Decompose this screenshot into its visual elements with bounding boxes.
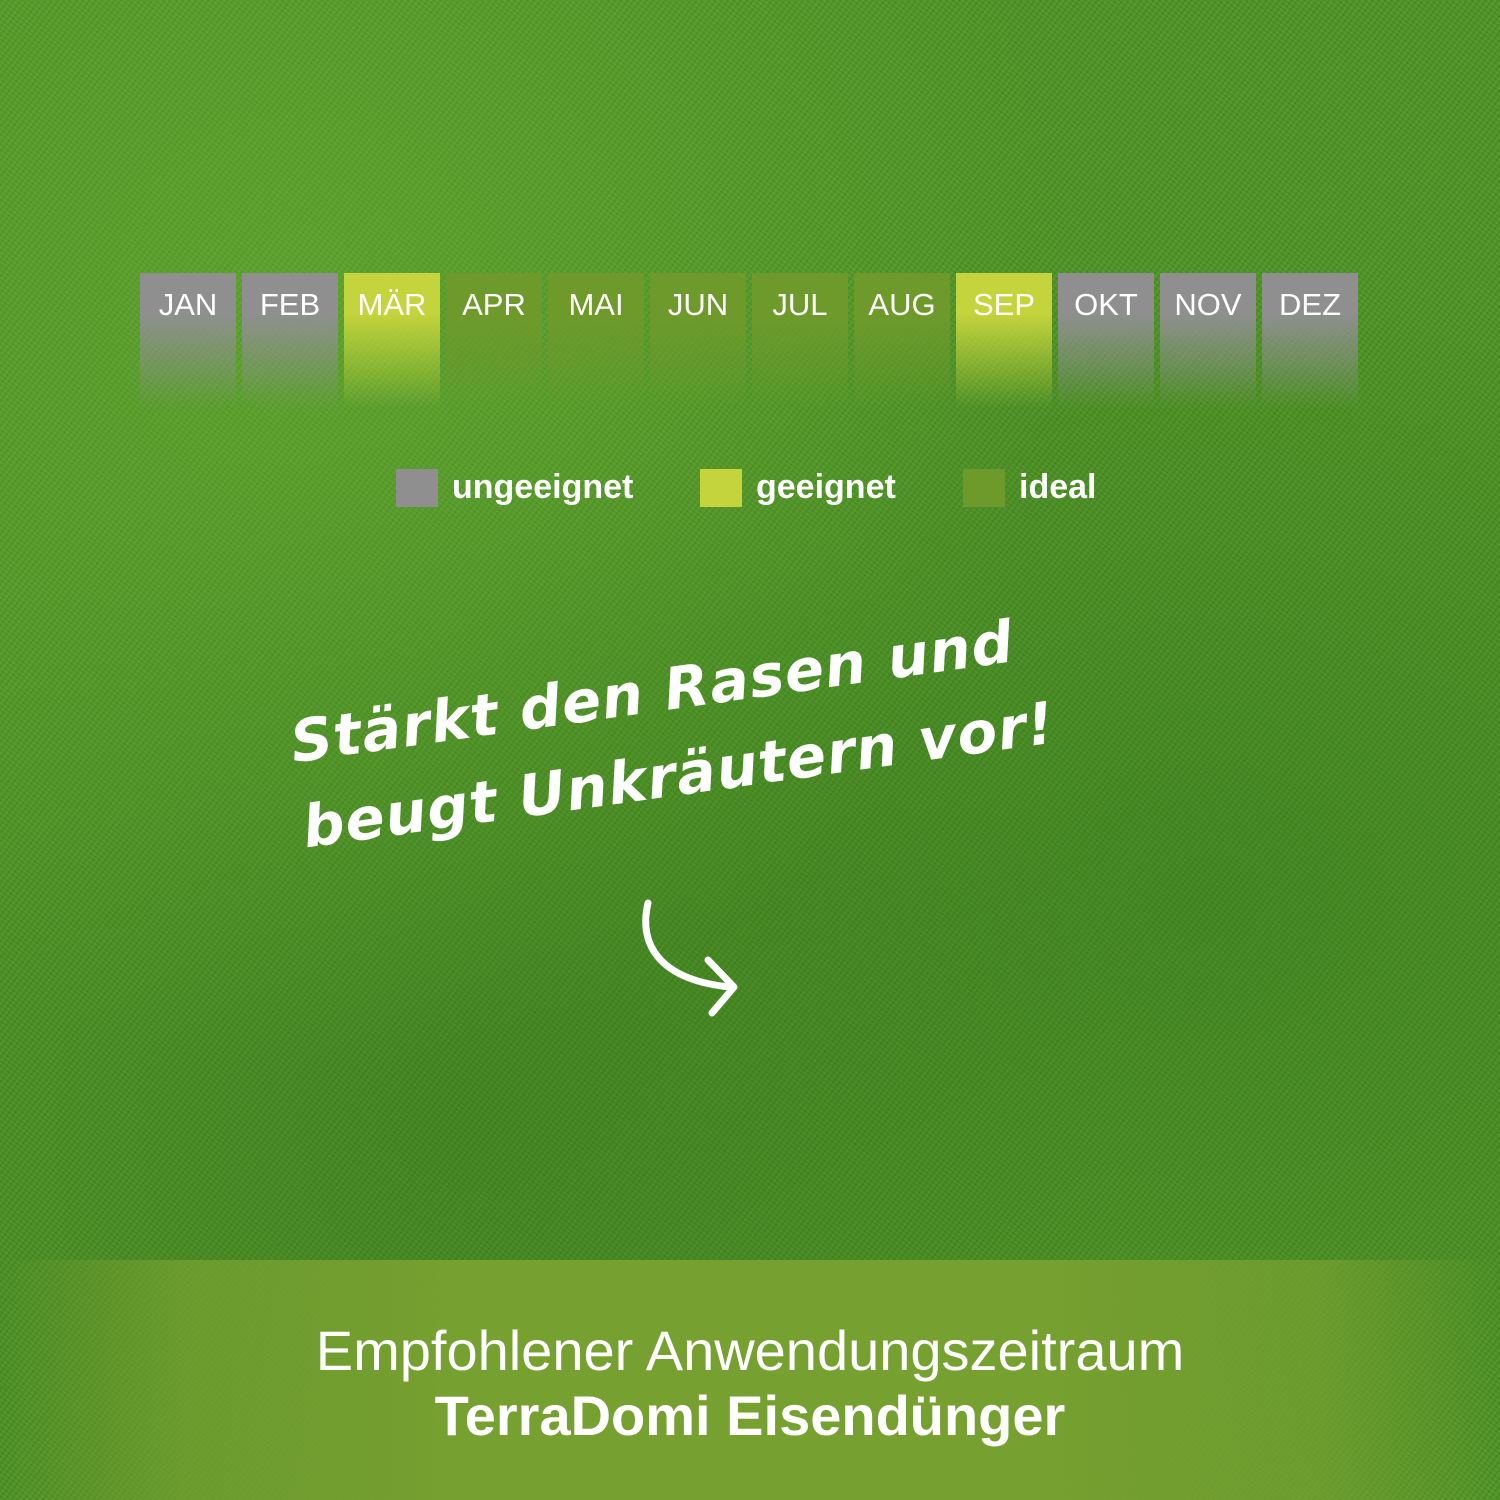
month-label: JAN: [158, 287, 218, 322]
month-fill: [1058, 273, 1154, 408]
legend-swatch-geeignet: [700, 468, 742, 507]
month-label: DEZ: [1279, 287, 1341, 322]
month-label: JUN: [667, 287, 729, 322]
month-ideal: AUG: [854, 273, 950, 408]
month-fill: [140, 273, 236, 408]
month-label: NOV: [1174, 287, 1242, 322]
month-ideal: JUN: [650, 273, 746, 408]
month-ungeeignet: NOV: [1160, 273, 1256, 408]
month-ideal: APR: [446, 273, 542, 408]
legend-swatch-ideal: [963, 468, 1005, 507]
legend-item-ideal: ideal: [963, 468, 1096, 507]
month-fill: [344, 273, 440, 408]
legend-label: geeignet: [756, 468, 896, 506]
legend-item-geeignet: geeignet: [700, 468, 896, 507]
month-ungeeignet: FEB: [242, 273, 338, 408]
legend-swatch-ungeeignet: [396, 468, 438, 507]
month-geeignet: MÄR: [344, 273, 440, 408]
footer-title: Empfohlener Anwendungszeitraum: [315, 1319, 1185, 1382]
month-calendar: JAN FEB MÄR APR MAI JUN JUL AUG SEP OKT NOV DEZ: [140, 273, 1358, 408]
month-ungeeignet: OKT: [1058, 273, 1154, 408]
month-fill: [1262, 273, 1358, 408]
month-label: MÄR: [357, 287, 427, 322]
month-ideal: MAI: [548, 273, 644, 408]
month-label: APR: [462, 287, 526, 322]
month-fill: [548, 273, 644, 408]
footer-product-name: TerraDomi Eisendünger: [434, 1384, 1066, 1447]
month-ideal: JUL: [752, 273, 848, 408]
month-label: FEB: [259, 287, 321, 322]
month-label: JUL: [772, 287, 828, 322]
month-fill: [242, 273, 338, 408]
month-label: AUG: [868, 287, 936, 322]
month-fill: [650, 273, 746, 408]
month-ungeeignet: DEZ: [1262, 273, 1358, 408]
curved-arrow-right-icon: [642, 899, 738, 1017]
month-geeignet: SEP: [956, 273, 1052, 408]
month-fill: [1160, 273, 1256, 408]
month-fill: [446, 273, 542, 408]
footer-band: [0, 1260, 1500, 1500]
legend-label: ideal: [1019, 468, 1097, 506]
month-fill: [854, 273, 950, 408]
month-label: SEP: [972, 287, 1036, 322]
legend-label: ungeeignet: [452, 468, 634, 506]
month-fill: [956, 273, 1052, 408]
slogan: Stärkt den Rasen und beugt Unkräutern vo…: [285, 594, 1060, 870]
month-label: MAI: [568, 287, 624, 322]
month-label: OKT: [1074, 287, 1138, 322]
legend-item-ungeeignet: ungeeignet: [396, 468, 633, 507]
month-ungeeignet: JAN: [140, 273, 236, 408]
month-fill: [752, 273, 848, 408]
